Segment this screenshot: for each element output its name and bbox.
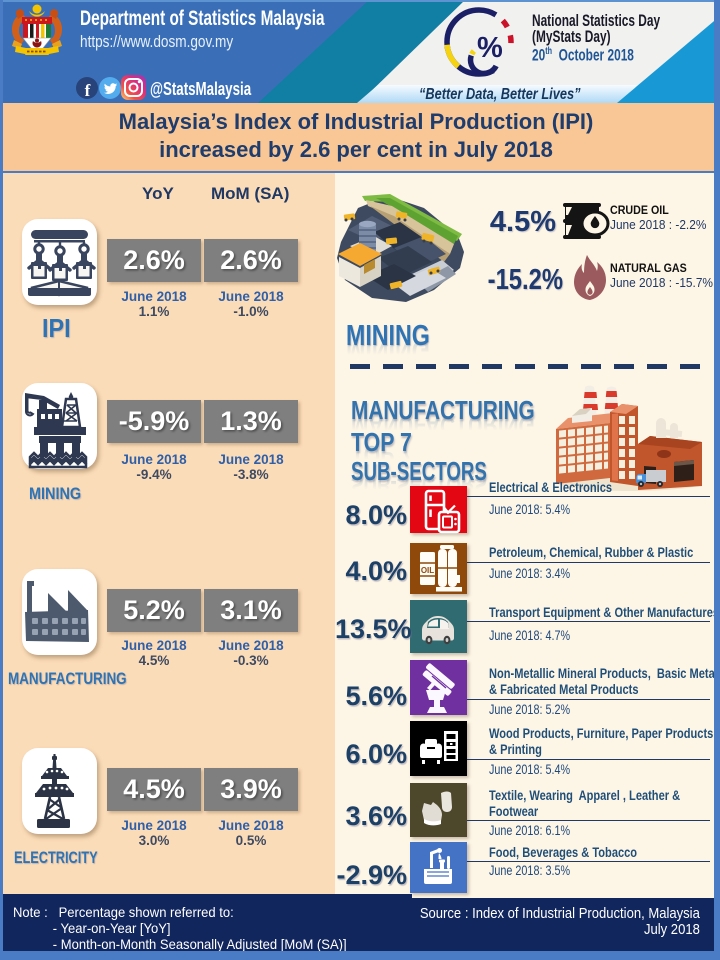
svg-text:OIL: OIL <box>421 566 434 575</box>
svg-text:f: f <box>85 81 91 100</box>
svg-text:%: % <box>477 32 503 64</box>
